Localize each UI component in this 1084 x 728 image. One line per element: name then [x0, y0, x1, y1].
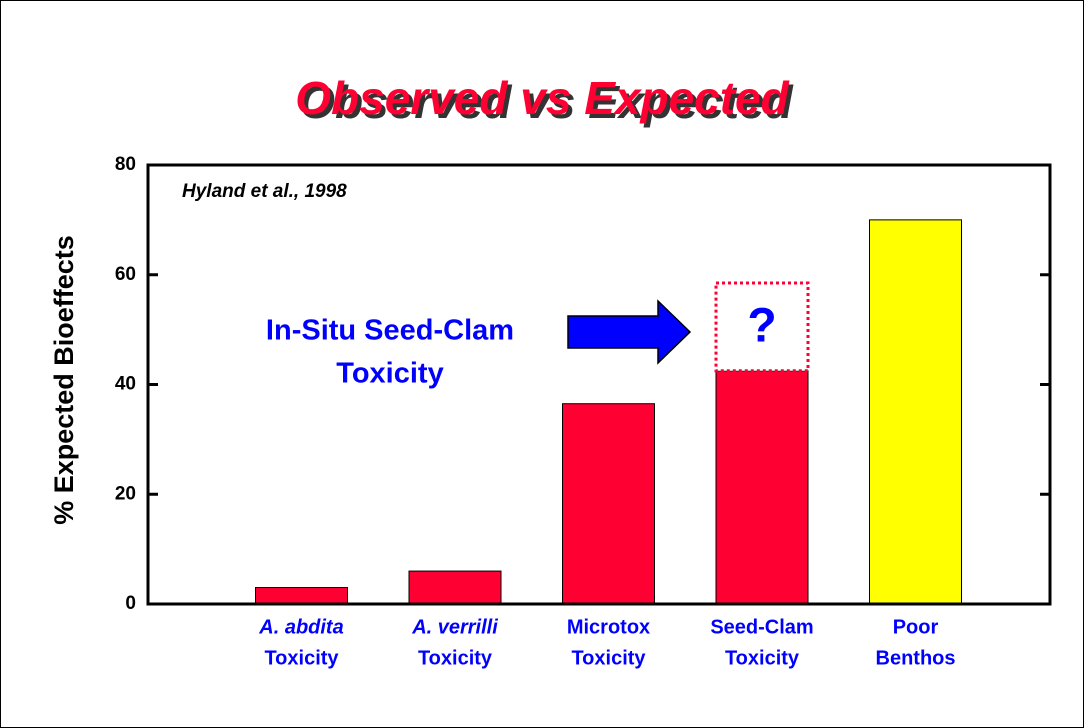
annotation: In-Situ Seed-Clam	[266, 315, 514, 347]
y-tick-label: 20	[115, 483, 136, 504]
x-tick-label: A. verrilli	[411, 616, 498, 638]
bar	[408, 570, 502, 605]
annotation: Toxicity	[336, 358, 443, 390]
x-tick-label: Poor	[893, 616, 939, 638]
chart-title: Observed vs Expected	[295, 72, 789, 124]
y-tick-label: 40	[115, 374, 136, 395]
chart-title-shadow: Observed vs Expected	[299, 76, 793, 128]
x-tick-label: Benthos	[876, 647, 956, 669]
uncertain-box	[714, 281, 810, 373]
y-axis-label: % Expected Bioeffects	[49, 235, 79, 525]
x-tick-label: Seed-Clam	[710, 616, 813, 638]
bar	[255, 587, 348, 605]
uncertain-label: ?	[747, 300, 776, 353]
x-tick-label: Toxicity	[264, 647, 339, 669]
y-tick-label: 80	[115, 154, 136, 175]
x-tick-label: Microtox	[567, 616, 650, 638]
y-tick-label: 0	[125, 593, 136, 614]
x-tick-label: A. abdita	[258, 616, 343, 638]
arrow	[567, 299, 692, 365]
x-tick-label: Toxicity	[725, 647, 800, 669]
x-tick-label: Toxicity	[571, 647, 646, 669]
bar	[869, 219, 962, 605]
bar	[562, 403, 655, 605]
source-note: Hyland et al., 1998	[182, 181, 347, 202]
x-tick-label: Toxicity	[418, 647, 493, 669]
y-tick-label: 60	[115, 264, 136, 285]
bar	[715, 370, 809, 605]
